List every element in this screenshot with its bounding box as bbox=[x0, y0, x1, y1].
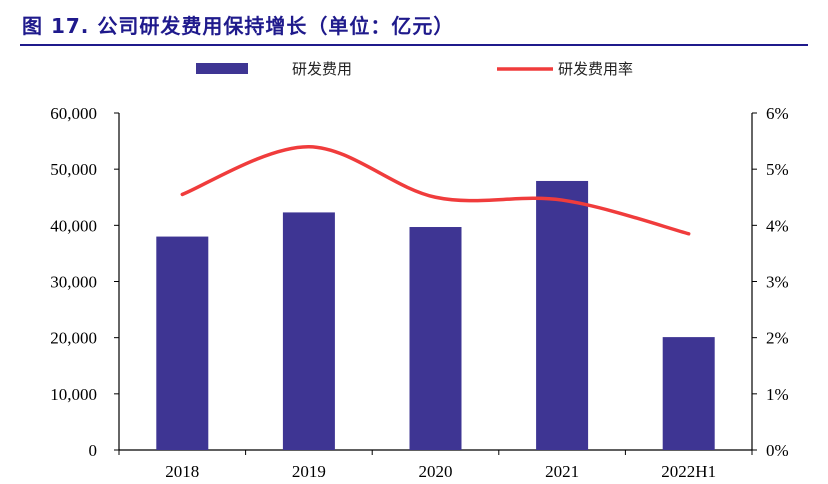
left-tick-label: 60,000 bbox=[50, 104, 97, 123]
legend-label-bar: 研发费用 bbox=[292, 60, 352, 78]
x-tick-label: 2021 bbox=[545, 462, 579, 481]
bar bbox=[536, 180, 589, 450]
right-tick-label: 2% bbox=[766, 329, 789, 348]
right-tick-label: 0% bbox=[766, 441, 789, 460]
x-tick-label: 2022H1 bbox=[661, 462, 716, 481]
left-tick-label: 30,000 bbox=[50, 273, 97, 292]
x-tick-label: 2020 bbox=[419, 462, 453, 481]
left-tick-label: 50,000 bbox=[50, 160, 97, 179]
bar bbox=[156, 236, 209, 450]
title-rule bbox=[20, 44, 808, 46]
right-tick-label: 6% bbox=[766, 104, 789, 123]
right-tick-label: 1% bbox=[766, 385, 789, 404]
bar-series bbox=[156, 180, 715, 450]
left-tick-label: 40,000 bbox=[50, 216, 97, 235]
left-tick-label: 20,000 bbox=[50, 329, 97, 348]
chart-title: 图 17. 公司研发费用保持增长（单位：亿元） bbox=[22, 14, 455, 38]
right-tick-label: 3% bbox=[766, 273, 789, 292]
line-series bbox=[180, 144, 691, 236]
left-tick-label: 10,000 bbox=[50, 385, 97, 404]
bar bbox=[282, 212, 335, 450]
left-tick-label: 0 bbox=[89, 441, 98, 460]
right-tick-label: 4% bbox=[766, 216, 789, 235]
right-tick-label: 5% bbox=[766, 160, 789, 179]
legend-label-line: 研发费用率 bbox=[558, 60, 633, 78]
legend-swatch-bar bbox=[196, 63, 248, 74]
x-tick-label: 2018 bbox=[165, 462, 199, 481]
tick-labels: 0 10,000 20,000 30,000 40,000 50,000 60,000 0% 1… bbox=[50, 104, 788, 481]
bar bbox=[409, 227, 462, 450]
bar bbox=[662, 337, 715, 450]
x-tick-label: 2019 bbox=[292, 462, 326, 481]
legend: 研发费用 研发费用率 bbox=[196, 60, 633, 78]
line-path bbox=[180, 144, 691, 236]
